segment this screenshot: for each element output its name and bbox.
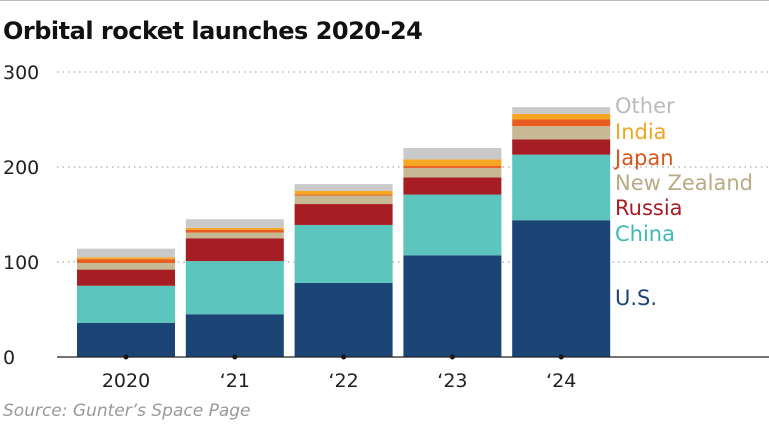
- bar-segment-u-s-: [403, 255, 502, 357]
- source-note: Source: Gunter’s Space Page: [3, 401, 251, 421]
- bar-segment-new-zealand: [403, 167, 502, 178]
- bar-segment-other: [403, 148, 502, 160]
- bar-segment-japan: [294, 194, 393, 196]
- bar-segment-other: [77, 248, 175, 258]
- bar-segment-u-s-: [512, 220, 611, 357]
- bar-segment-india: [512, 113, 611, 120]
- bar-segment-other: [512, 107, 611, 114]
- bar-segment-japan: [77, 259, 175, 263]
- bar-segment-russia: [185, 238, 284, 262]
- bar-segment-china: [185, 261, 284, 315]
- legend-label-china: China: [615, 222, 675, 246]
- x-tick-label: 2020: [102, 370, 150, 392]
- chart-title: Orbital rocket launches 2020-24: [3, 17, 423, 45]
- bar-segment-other: [185, 219, 284, 228]
- legend-label-russia: Russia: [615, 196, 683, 220]
- bar-segment-china: [512, 154, 611, 221]
- bar-segment-u-s-: [77, 322, 175, 357]
- bar-segment-china: [294, 224, 393, 283]
- bar-segment-china: [77, 285, 175, 323]
- y-tick-label: 0: [3, 347, 15, 369]
- bar-segment-japan: [512, 119, 611, 127]
- legend-label-india: India: [615, 120, 667, 144]
- legend-label-other: Other: [615, 94, 675, 118]
- bar-segment-japan: [403, 166, 502, 168]
- bar-segment-india: [185, 227, 284, 230]
- bar-segment-u-s-: [294, 282, 393, 357]
- bar-segment-new-zealand: [185, 232, 284, 239]
- bar-segment-new-zealand: [512, 126, 611, 140]
- bar-segment-russia: [294, 204, 393, 225]
- bar-segment-russia: [77, 269, 175, 286]
- bar-segment-u-s-: [185, 314, 284, 357]
- bar-segment-china: [403, 194, 502, 256]
- bar-segment-other: [294, 184, 393, 191]
- legend-label-new-zealand: New Zealand: [615, 171, 753, 195]
- bar-segment-russia: [403, 177, 502, 195]
- y-tick-label: 100: [3, 252, 39, 274]
- bar-segment-new-zealand: [294, 195, 393, 205]
- x-tick-label: ‘22: [328, 370, 358, 392]
- bar-segment-india: [403, 159, 502, 167]
- legend-label-u-s-: U.S.: [615, 286, 657, 310]
- x-tick-label: ‘21: [220, 370, 250, 392]
- bar-segment-india: [294, 190, 393, 195]
- bar-segment-russia: [512, 139, 611, 155]
- legend-label-japan: Japan: [613, 146, 674, 170]
- x-tick-label: ‘24: [546, 370, 576, 392]
- x-tick-label: ‘23: [437, 370, 467, 392]
- bar-segment-japan: [185, 229, 284, 233]
- bar-segment-india: [77, 257, 175, 260]
- bar-segment-new-zealand: [77, 262, 175, 270]
- y-tick-label: 200: [3, 157, 39, 179]
- y-tick-label: 300: [3, 62, 39, 84]
